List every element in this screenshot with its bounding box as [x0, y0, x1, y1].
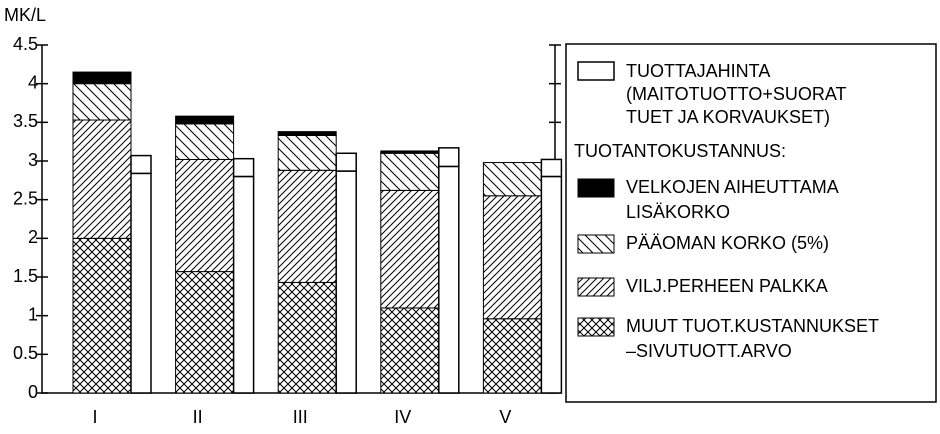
bar-segment: [380, 150, 440, 154]
legend-label: LISÄKORKO: [626, 202, 730, 222]
y-tick-label: 2: [28, 227, 38, 247]
y-tick-label: 4.5: [13, 34, 38, 54]
legend-label: MUUT TUOT.KUSTANNUKSET: [626, 316, 879, 336]
y-tick-label: 4: [28, 72, 38, 92]
legend-swatch: [577, 178, 615, 198]
price-bar-upper: [438, 147, 460, 168]
x-tick-label: V: [499, 407, 511, 427]
bar-segment: [72, 237, 132, 394]
bar-segment: [380, 189, 440, 309]
legend-label: –SIVUTUOTT.ARVO: [626, 341, 792, 361]
y-tick-label: 0.5: [13, 343, 38, 363]
legend-swatch: [577, 277, 615, 297]
x-tick-label: II: [193, 407, 203, 427]
legend-swatch: [577, 317, 615, 337]
legend-heading: TUOTANTOKUSTANNUS:: [574, 141, 786, 161]
legend-label: VILJ.PERHEEN PALKKA: [626, 276, 828, 296]
bar-segment: [380, 307, 440, 394]
price-bar: [232, 175, 255, 394]
y-axis-label: MK/L: [4, 5, 46, 25]
price-bar-upper: [232, 157, 255, 178]
y-tick-label: 1.5: [13, 266, 38, 286]
legend-label: PÄÄOMAN KORKO (5%): [626, 233, 829, 253]
price-bar-upper: [335, 152, 357, 172]
price-bar: [438, 165, 460, 394]
price-bar: [540, 175, 563, 394]
price-bar-upper: [130, 154, 152, 175]
bar-segment: [482, 318, 542, 394]
bar-segment: [277, 131, 337, 136]
legend-label: TUOTTAJAHINTA: [626, 61, 770, 81]
y-tick-label: 0: [28, 382, 38, 402]
y-tick-label: 3.5: [13, 111, 38, 131]
bar-segment: [277, 281, 337, 394]
bar-segment: [277, 169, 337, 283]
bar-segment: [482, 195, 542, 320]
y-tick-label: 2.5: [13, 188, 38, 208]
price-bar: [335, 170, 357, 394]
bar-segment: [482, 162, 542, 197]
legend-swatch: [577, 61, 615, 81]
bar-segment: [175, 158, 235, 273]
bar-segment: [72, 119, 132, 239]
bar-segment: [72, 71, 132, 85]
bar-segment: [175, 271, 235, 394]
bar-segment: [175, 123, 235, 160]
price-bar-upper: [540, 158, 563, 178]
legend-label: (MAITOTUOTTO+SUORAT: [626, 84, 847, 104]
y-tick-label: 3: [28, 150, 38, 170]
bar-segment: [380, 152, 440, 191]
legend-box: [565, 43, 937, 403]
bar-segment: [72, 83, 132, 121]
legend-label: VELKOJEN AIHEUTTAMA: [626, 177, 839, 197]
bar-segment: [277, 134, 337, 171]
x-tick-label: IV: [394, 407, 411, 427]
y-tick-label: 1: [28, 304, 38, 324]
x-tick-label: I: [92, 407, 97, 427]
price-bar: [130, 172, 152, 394]
bar-segment: [175, 115, 235, 125]
legend-swatch: [577, 234, 615, 254]
x-tick-label: III: [293, 407, 308, 427]
legend-label: TUET JA KORVAUKSET): [626, 107, 830, 127]
